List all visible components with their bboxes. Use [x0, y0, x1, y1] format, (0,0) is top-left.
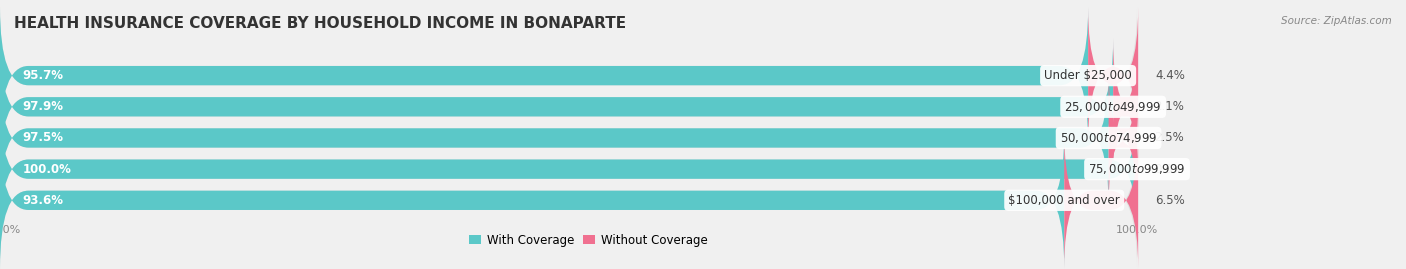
Text: 95.7%: 95.7% — [22, 69, 63, 82]
FancyBboxPatch shape — [0, 70, 1108, 206]
FancyBboxPatch shape — [0, 101, 1137, 238]
FancyBboxPatch shape — [0, 7, 1137, 144]
Text: 93.6%: 93.6% — [22, 194, 63, 207]
Text: $100,000 and over: $100,000 and over — [1008, 194, 1121, 207]
Text: $50,000 to $74,999: $50,000 to $74,999 — [1060, 131, 1157, 145]
FancyBboxPatch shape — [0, 70, 1137, 206]
FancyBboxPatch shape — [0, 101, 1137, 238]
Text: 6.5%: 6.5% — [1156, 194, 1185, 207]
Text: $75,000 to $99,999: $75,000 to $99,999 — [1088, 162, 1185, 176]
Text: 2.5%: 2.5% — [1154, 132, 1184, 144]
Text: 100.0%: 100.0% — [22, 163, 72, 176]
FancyBboxPatch shape — [1108, 38, 1142, 175]
Text: Source: ZipAtlas.com: Source: ZipAtlas.com — [1281, 16, 1392, 26]
FancyBboxPatch shape — [1064, 132, 1139, 268]
Legend: With Coverage, Without Coverage: With Coverage, Without Coverage — [464, 229, 713, 251]
FancyBboxPatch shape — [0, 38, 1114, 175]
FancyBboxPatch shape — [0, 7, 1088, 144]
Text: 97.9%: 97.9% — [22, 100, 63, 113]
Text: $25,000 to $49,999: $25,000 to $49,999 — [1064, 100, 1161, 114]
FancyBboxPatch shape — [0, 132, 1064, 268]
FancyBboxPatch shape — [1088, 7, 1139, 144]
FancyBboxPatch shape — [0, 38, 1137, 175]
Text: HEALTH INSURANCE COVERAGE BY HOUSEHOLD INCOME IN BONAPARTE: HEALTH INSURANCE COVERAGE BY HOUSEHOLD I… — [14, 16, 626, 31]
Text: Under $25,000: Under $25,000 — [1045, 69, 1132, 82]
Text: 2.1%: 2.1% — [1154, 100, 1184, 113]
FancyBboxPatch shape — [0, 132, 1137, 268]
Text: 4.4%: 4.4% — [1156, 69, 1185, 82]
Text: 0.0%: 0.0% — [1154, 163, 1184, 176]
FancyBboxPatch shape — [1108, 70, 1137, 206]
Text: 97.5%: 97.5% — [22, 132, 63, 144]
